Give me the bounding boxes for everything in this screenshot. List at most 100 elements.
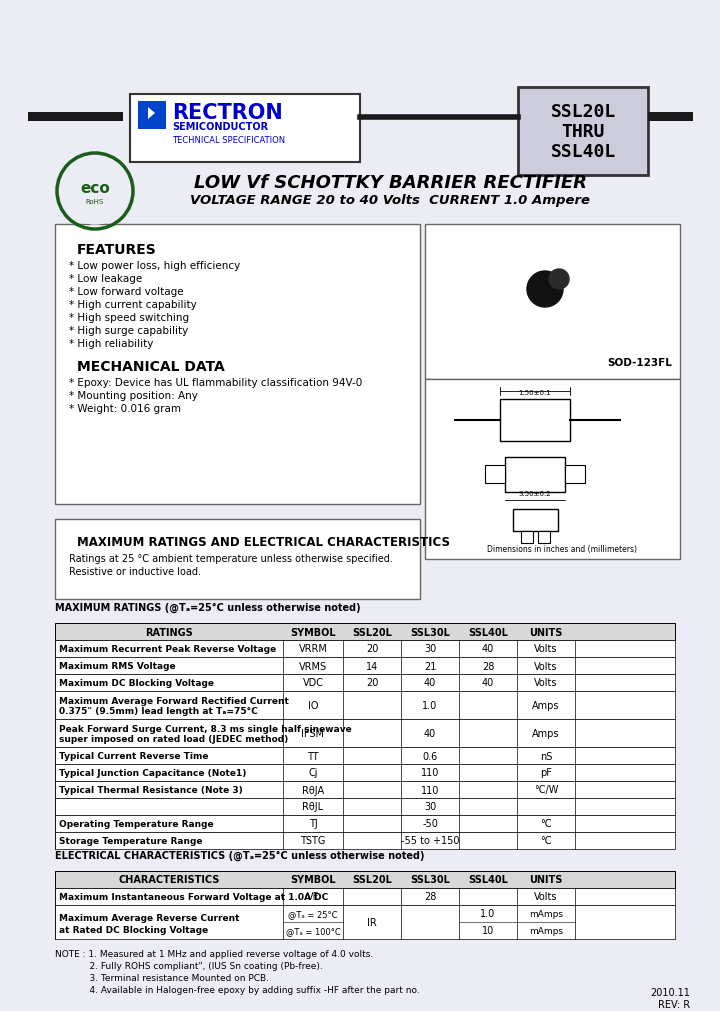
Bar	[565, 465, 585, 483]
Text: * Weight: 0.016 gram: * Weight: 0.016 gram	[69, 403, 181, 413]
Text: SSL40L: SSL40L	[550, 143, 616, 161]
Bar	[55, 640, 675, 657]
Text: Cj: Cj	[308, 767, 318, 777]
Text: RECTRON: RECTRON	[172, 103, 283, 123]
Text: Maximum Instantaneous Forward Voltage at 1.0A DC: Maximum Instantaneous Forward Voltage at…	[59, 892, 328, 901]
Bar	[130, 95, 360, 163]
Text: * High current capability: * High current capability	[69, 299, 197, 309]
Text: * High surge capability: * High surge capability	[69, 326, 188, 336]
Text: SSL40L: SSL40L	[468, 627, 508, 637]
Bar	[55, 674, 675, 692]
Text: 3. Terminal resistance Mounted on PCB.: 3. Terminal resistance Mounted on PCB.	[55, 973, 269, 982]
Bar	[55, 815, 675, 832]
Text: SSL30L: SSL30L	[410, 627, 450, 637]
Bar	[485, 465, 505, 483]
Text: Volts: Volts	[534, 677, 558, 687]
Text: Typical Thermal Resistance (Note 3): Typical Thermal Resistance (Note 3)	[59, 786, 243, 795]
Text: °C/W: °C/W	[534, 785, 558, 795]
Text: Maximum Average Forward Rectified Current: Maximum Average Forward Rectified Curren…	[59, 696, 289, 705]
Text: 40: 40	[482, 677, 494, 687]
Bar	[648, 113, 693, 122]
Bar	[55, 719, 675, 747]
Text: SOD-123FL: SOD-123FL	[607, 358, 672, 368]
Text: Operating Temperature Range: Operating Temperature Range	[59, 819, 214, 828]
Text: 110: 110	[420, 785, 439, 795]
Text: * Low power loss, high efficiency: * Low power loss, high efficiency	[69, 261, 240, 271]
Text: Amps: Amps	[532, 701, 559, 711]
Text: -50: -50	[422, 819, 438, 829]
Text: 4. Available in Halogen-free epoxy by adding suffix -HF after the part no.: 4. Available in Halogen-free epoxy by ad…	[55, 985, 420, 994]
Bar	[55, 657, 675, 674]
Text: ELECTRICAL CHARACTERISTICS (@Tₐ=25°C unless otherwise noted): ELECTRICAL CHARACTERISTICS (@Tₐ=25°C unl…	[55, 850, 425, 860]
Text: RθJA: RθJA	[302, 785, 324, 795]
Text: 3.50±0.2: 3.50±0.2	[518, 490, 552, 496]
Text: 40: 40	[424, 677, 436, 687]
Text: TECHNICAL SPECIFICATION: TECHNICAL SPECIFICATION	[172, 135, 285, 145]
Text: RθJL: RθJL	[302, 802, 323, 812]
Text: VF: VF	[307, 892, 319, 902]
Text: TSTG: TSTG	[300, 836, 325, 845]
Bar	[513, 510, 558, 532]
Text: 0.6: 0.6	[423, 751, 438, 760]
Bar	[500, 399, 570, 442]
Text: 14: 14	[366, 661, 378, 671]
Text: at Rated DC Blocking Voltage: at Rated DC Blocking Voltage	[59, 925, 208, 934]
Text: VRRM: VRRM	[299, 644, 328, 654]
Bar	[55, 871, 675, 888]
Bar	[55, 747, 675, 764]
Text: Volts: Volts	[534, 892, 558, 902]
Bar	[538, 532, 550, 544]
Bar	[28, 113, 123, 122]
Text: nS: nS	[540, 751, 552, 760]
Text: 21: 21	[424, 661, 436, 671]
Text: VRMS: VRMS	[299, 661, 327, 671]
Text: RoHS: RoHS	[86, 199, 104, 205]
Text: Typical Current Reverse Time: Typical Current Reverse Time	[59, 751, 209, 760]
Text: Amps: Amps	[532, 728, 559, 738]
Bar	[55, 782, 675, 799]
Text: 1.50±0.1: 1.50±0.1	[518, 389, 552, 395]
Text: * Mounting position: Any: * Mounting position: Any	[69, 390, 198, 400]
Bar	[518, 88, 648, 176]
Text: 2. Fully ROHS compliant", (IUS Sn coating (Pb-free).: 2. Fully ROHS compliant", (IUS Sn coatin…	[55, 961, 323, 970]
Circle shape	[549, 270, 569, 290]
Text: eco: eco	[80, 180, 110, 195]
Text: 10: 10	[482, 926, 494, 935]
Text: NOTE : 1. Measured at 1 MHz and applied reverse voltage of 4.0 volts.: NOTE : 1. Measured at 1 MHz and applied …	[55, 949, 373, 958]
Text: 1.0: 1.0	[480, 909, 495, 919]
Text: SYMBOL: SYMBOL	[290, 627, 336, 637]
Text: Resistive or inductive load.: Resistive or inductive load.	[69, 566, 201, 576]
Text: Maximum Recurrent Peak Reverse Voltage: Maximum Recurrent Peak Reverse Voltage	[59, 644, 276, 653]
Text: * Low forward voltage: * Low forward voltage	[69, 287, 184, 296]
Text: UNITS: UNITS	[529, 627, 563, 637]
Text: CHARACTERISTICS: CHARACTERISTICS	[118, 875, 220, 885]
Text: Dimensions in inches and (millimeters): Dimensions in inches and (millimeters)	[487, 545, 637, 553]
Text: UNITS: UNITS	[529, 875, 563, 885]
Text: Volts: Volts	[534, 644, 558, 654]
Text: 20: 20	[366, 677, 378, 687]
Bar	[55, 224, 420, 504]
Text: SSL20L: SSL20L	[352, 875, 392, 885]
Text: FEATURES: FEATURES	[77, 243, 157, 257]
Text: Volts: Volts	[534, 661, 558, 671]
Text: VOLTAGE RANGE 20 to 40 Volts  CURRENT 1.0 Ampere: VOLTAGE RANGE 20 to 40 Volts CURRENT 1.0…	[190, 193, 590, 206]
Text: SEMICONDUCTOR: SEMICONDUCTOR	[172, 122, 268, 131]
Text: IFSM: IFSM	[302, 728, 325, 738]
Text: Storage Temperature Range: Storage Temperature Range	[59, 836, 202, 845]
Text: SSL20L: SSL20L	[352, 627, 392, 637]
Text: * High speed switching: * High speed switching	[69, 312, 189, 323]
Circle shape	[527, 272, 563, 307]
Text: 30: 30	[424, 802, 436, 812]
Text: SYMBOL: SYMBOL	[290, 875, 336, 885]
Circle shape	[62, 159, 128, 224]
Bar	[521, 532, 533, 544]
Bar	[55, 888, 675, 905]
Text: IO: IO	[307, 701, 318, 711]
Text: °C: °C	[540, 836, 552, 845]
Text: * Low leakage: * Low leakage	[69, 274, 143, 284]
Text: Peak Forward Surge Current, 8.3 ms single half sinewave: Peak Forward Surge Current, 8.3 ms singl…	[59, 724, 352, 733]
Text: THRU: THRU	[562, 123, 605, 141]
Text: LOW Vf SCHOTTKY BARRIER RECTIFIER: LOW Vf SCHOTTKY BARRIER RECTIFIER	[194, 174, 587, 192]
Text: IR: IR	[367, 917, 377, 927]
Text: @Tₐ = 100°C: @Tₐ = 100°C	[286, 926, 341, 935]
